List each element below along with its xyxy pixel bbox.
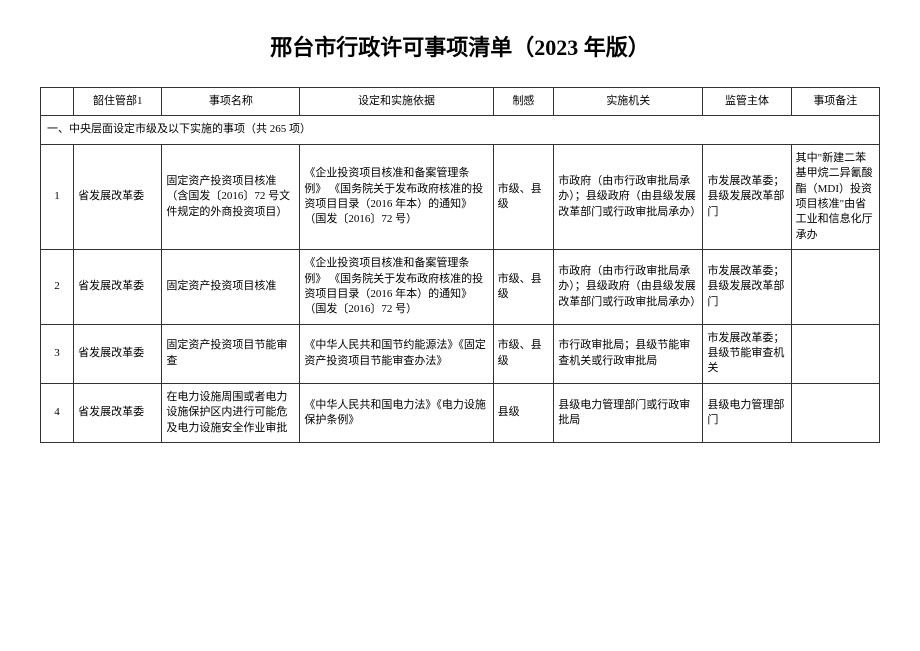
- cell-dept: 省发展改革委: [74, 383, 162, 442]
- cell-level: 县级: [493, 383, 554, 442]
- permit-table: 韶住管部1 事项名称 设定和实施依据 制感 实施机关 监管主体 事项备注 一、中…: [40, 87, 880, 443]
- header-note: 事项备注: [791, 88, 879, 116]
- cell-level: 市级、县级: [493, 324, 554, 383]
- header-idx: [41, 88, 74, 116]
- header-level: 制感: [493, 88, 554, 116]
- cell-name: 在电力设施周围或者电力设施保护区内进行可能危及电力设施安全作业审批: [162, 383, 300, 442]
- cell-agency: 市政府（由市行政审批局承办）；县级政府（由县级发展改革部门或行政审批局承办）: [554, 250, 703, 325]
- cell-idx: 3: [41, 324, 74, 383]
- header-dept: 韶住管部1: [74, 88, 162, 116]
- header-super: 监管主体: [703, 88, 791, 116]
- cell-dept: 省发展改革委: [74, 144, 162, 249]
- section-row: 一、中央层面设定市级及以下实施的事项（共 265 项）: [41, 116, 880, 144]
- cell-super: 市发展改革委；县级节能审查机关: [703, 324, 791, 383]
- cell-dept: 省发展改革委: [74, 324, 162, 383]
- table-row: 2 省发展改革委 固定资产投资项目核准 《企业投资项目核准和备案管理条例》 《国…: [41, 250, 880, 325]
- section-header: 一、中央层面设定市级及以下实施的事项（共 265 项）: [41, 116, 880, 144]
- table-row: 3 省发展改革委 固定资产投资项目节能审查 《中华人民共和国节约能源法》《固定资…: [41, 324, 880, 383]
- cell-basis: 《中华人民共和国节约能源法》《固定资产投资项目节能审查办法》: [300, 324, 493, 383]
- cell-level: 市级、县级: [493, 250, 554, 325]
- cell-note: [791, 250, 879, 325]
- header-name: 事项名称: [162, 88, 300, 116]
- cell-basis: 《企业投资项目核准和备案管理条例》 《国务院关于发布政府核准的投资项目目录（20…: [300, 250, 493, 325]
- table-row: 1 省发展改革委 固定资产投资项目核准（含国发〔2016〕72 号文件规定的外商…: [41, 144, 880, 249]
- cell-name: 固定资产投资项目核准: [162, 250, 300, 325]
- cell-super: 县级电力管理部门: [703, 383, 791, 442]
- cell-level: 市级、县级: [493, 144, 554, 249]
- cell-idx: 2: [41, 250, 74, 325]
- header-basis: 设定和实施依据: [300, 88, 493, 116]
- cell-name: 固定资产投资项目节能审查: [162, 324, 300, 383]
- cell-name: 固定资产投资项目核准（含国发〔2016〕72 号文件规定的外商投资项目）: [162, 144, 300, 249]
- cell-basis: 《中华人民共和国电力法》《电力设施保护条例》: [300, 383, 493, 442]
- cell-idx: 4: [41, 383, 74, 442]
- cell-note: 其中"新建二苯基甲烷二异氰酸酯（MDI）投资项目核准"由省工业和信息化厅承办: [791, 144, 879, 249]
- cell-agency: 市政府（由市行政审批局承办）；县级政府（由县级发展改革部门或行政审批局承办）: [554, 144, 703, 249]
- cell-agency: 市行政审批局；县级节能审查机关或行政审批局: [554, 324, 703, 383]
- cell-dept: 省发展改革委: [74, 250, 162, 325]
- cell-super: 市发展改革委；县级发展改革部门: [703, 144, 791, 249]
- cell-note: [791, 383, 879, 442]
- page-title: 邢台市行政许可事项清单（2023 年版）: [40, 30, 880, 62]
- table-header-row: 韶住管部1 事项名称 设定和实施依据 制感 实施机关 监管主体 事项备注: [41, 88, 880, 116]
- table-row: 4 省发展改革委 在电力设施周围或者电力设施保护区内进行可能危及电力设施安全作业…: [41, 383, 880, 442]
- cell-super: 市发展改革委；县级发展改革部门: [703, 250, 791, 325]
- cell-idx: 1: [41, 144, 74, 249]
- cell-note: [791, 324, 879, 383]
- cell-basis: 《企业投资项目核准和备案管理条例》 《国务院关于发布政府核准的投资项目目录（20…: [300, 144, 493, 249]
- header-agency: 实施机关: [554, 88, 703, 116]
- cell-agency: 县级电力管理部门或行政审批局: [554, 383, 703, 442]
